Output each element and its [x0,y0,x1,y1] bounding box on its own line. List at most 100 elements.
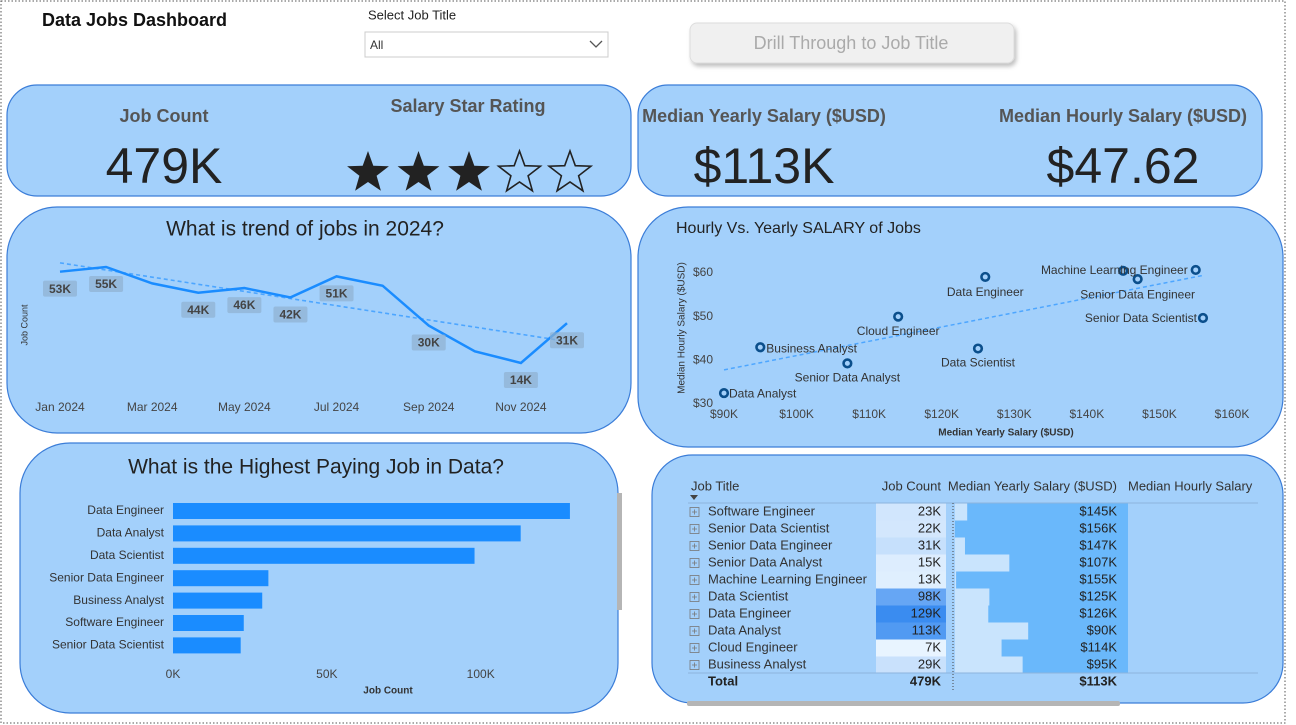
expand-icon [689,592,700,602]
point-label: Machine Learning Engineer [1041,263,1188,277]
data-label-box [273,306,308,323]
cell-text: $147K [1079,537,1117,552]
data-label: 30K [418,336,440,350]
slicer-value[interactable]: All [370,38,383,52]
expand-icon [689,507,700,517]
cell-text: $95K [1087,656,1118,671]
x-tick-label: $150K [1142,407,1177,421]
button-label[interactable]: Drill Through to Job Title [754,33,949,53]
count-cell [876,656,946,674]
column-header[interactable]: Median Hourly Salary [1128,478,1253,493]
slicer[interactable]: All [364,31,609,58]
salary-bar [956,571,1128,589]
expand-icon [692,594,697,600]
data-label-box [503,372,538,388]
bar [173,570,269,587]
y-tick-label: Data Scientist [90,548,165,562]
chart-title: What is the Highest Paying Job in Data? [128,456,504,479]
expand-icon [692,628,697,634]
table-body: Software Engineer 23K $145K Senior Data Sci… [688,503,1258,690]
drill-button[interactable]: Drill Through to Job Title [689,22,1015,64]
scrollbar[interactable] [687,701,1120,706]
point-label: Senior Data Scientist [1085,311,1198,325]
expand-icon [692,577,697,583]
expand-icon [689,643,700,653]
y-tick-label: $60 [693,265,713,279]
point-label: Data Analyst [729,386,797,400]
cell-text: Data Engineer [708,605,792,620]
column-header[interactable]: Job Title [691,478,739,493]
salary-bar [1022,656,1128,674]
cell-text: Machine Learning Engineer [708,571,868,586]
button-box[interactable] [689,22,1015,64]
expand-icon [692,509,697,515]
expand-icon [692,645,697,651]
column-header[interactable]: Job Count [882,478,942,493]
x-tick-label: $140K [1070,407,1105,421]
count-cell [876,571,946,589]
cell-text: 22K [918,520,941,535]
y-tick-label: $50 [693,309,713,323]
scatter-point [1132,274,1143,285]
data-label-box [181,301,216,318]
expand-icon [692,526,697,532]
bar [173,592,263,609]
data-label: 42K [279,308,301,322]
cell-text: 15K [918,554,941,569]
data-label: 44K [187,303,209,317]
trend-line [723,274,1204,371]
sort-arrow [690,495,698,500]
bar [173,615,244,631]
column-header[interactable]: Median Yearly Salary ($USD) [948,478,1117,493]
card-title: Median Yearly Salary ($USD) [642,106,886,126]
x-tick-label: Jan 2024 [35,400,85,414]
scatter-point [1197,312,1209,324]
charts: Jan 2024 Mar 2024 May 2024 Jul 2024 Sep 2024… [35,148,1249,681]
cell-text: $125K [1079,588,1117,603]
expand-icon [692,662,697,668]
card-value: 479K [106,138,223,194]
count-cell [876,605,946,623]
cell-text: 29K [918,656,941,671]
data-label-box [550,332,584,349]
salary-bar [989,588,1128,606]
scrollbar[interactable] [617,493,622,610]
x-tick-label: $90K [710,407,738,421]
cell-text: 129K [911,605,942,620]
cell-text: Cloud Engineer [708,639,798,654]
y-tick-label: Business Analyst [73,593,164,607]
chart-title: What is trend of jobs in 2024? [166,218,444,241]
cell-text: $155K [1079,571,1117,586]
expand-icon [689,660,700,670]
cell-text: Data Scientist [708,588,789,603]
point-label: Senior Data Engineer [1080,287,1195,301]
slicer-box[interactable] [364,31,609,58]
slicer-chevron[interactable] [589,40,603,48]
x-axis-label: Median Yearly Salary ($USD) [938,428,1073,439]
y-tick-label: $40 [693,353,713,367]
data-label-box [89,276,124,292]
trend-line [59,262,568,343]
card-value: $47.62 [1047,138,1200,194]
cell-text: $126K [1079,605,1117,620]
expand-icon [689,541,700,551]
x-tick-label: $130K [997,407,1032,421]
rating-star [546,148,594,193]
x-tick-label: $110K [852,407,886,421]
y-tick-label: Software Engineer [65,615,164,629]
salary-bar [964,537,1128,555]
cell-text: Business Analyst [708,656,807,671]
expand-icon [689,626,700,636]
card-title: Job Count [120,106,209,126]
x-tick-label: Sep 2024 [403,400,455,414]
data-label-box [411,334,446,351]
total-text: $113K [1079,673,1117,688]
point-label: Senior Data Analyst [795,371,901,385]
x-tick-label: 0K [166,667,181,681]
y-tick-label: $30 [693,396,713,410]
scatter-point [1118,265,1129,276]
cell-text: 113K [912,622,942,637]
bar [173,637,241,654]
scatter-point [1190,264,1201,276]
